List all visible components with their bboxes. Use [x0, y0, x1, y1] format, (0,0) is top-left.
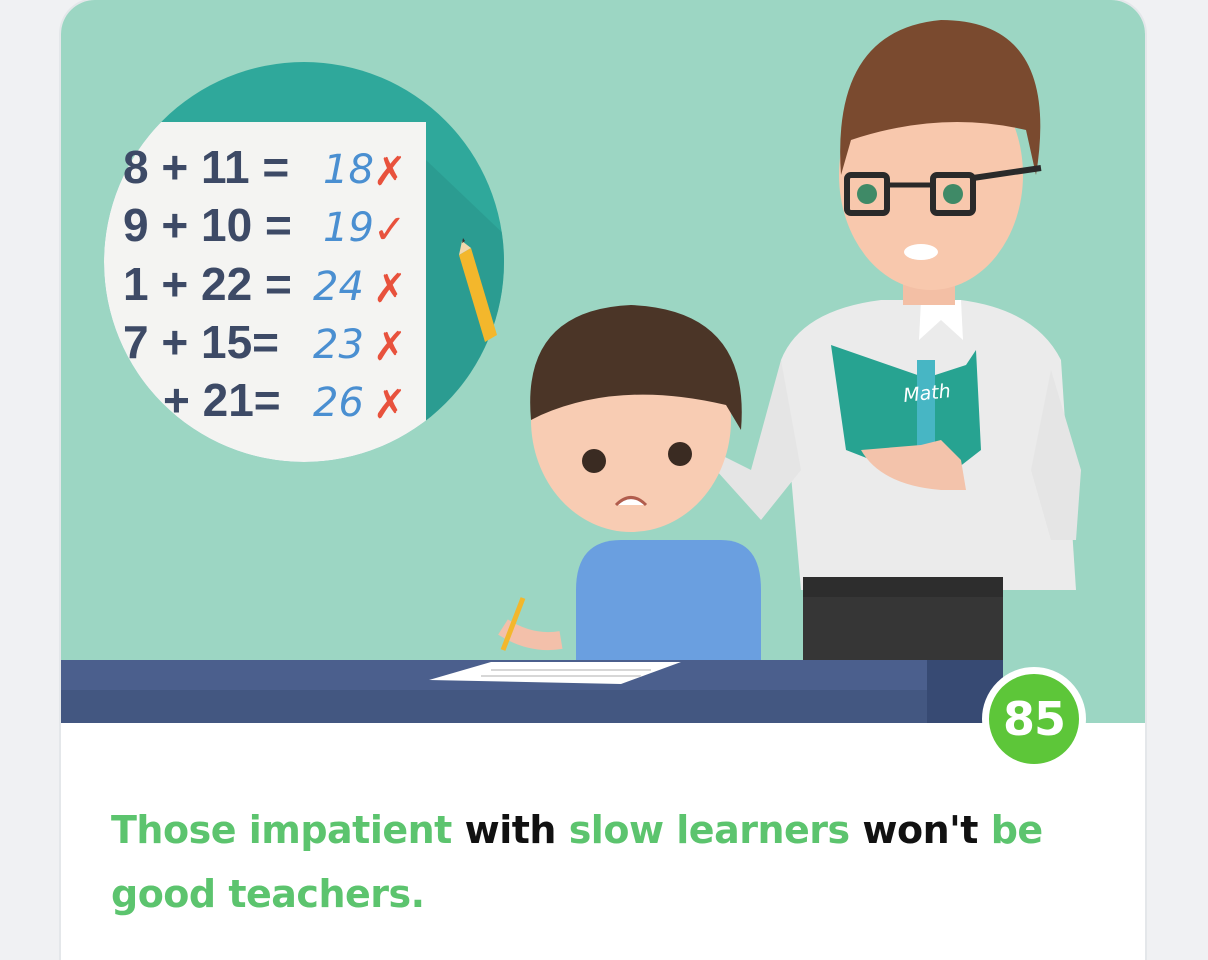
- caption-text: with: [464, 808, 557, 852]
- worksheet-equation: + 21=: [163, 374, 281, 426]
- caption-highlight: Those impatient: [111, 808, 452, 852]
- worksheet-equation: 7 + 15=: [123, 316, 279, 368]
- caption-text: won't: [862, 808, 978, 852]
- worksheet-equation: 1 + 22 =: [123, 258, 292, 310]
- teacher-figure: Math: [701, 20, 1081, 723]
- wrong-mark-icon: ✗: [373, 149, 407, 195]
- worksheet-answer: 26: [313, 380, 364, 426]
- caption-highlight: slow learners: [568, 808, 850, 852]
- teacher-student-illustration: 8 + 11 = 18 ✗ 9 + 10 = 19 ✓ 1 + 22 = 24 …: [61, 0, 1145, 723]
- pencil-icon: [459, 238, 497, 342]
- worksheet-answer: 24: [313, 264, 364, 310]
- statement-caption: Those impatient with slow learners won't…: [111, 798, 1121, 926]
- worksheet-answer: 23: [313, 322, 364, 368]
- worksheet-equation: 9 + 10 =: [123, 199, 292, 251]
- wrong-mark-icon: ✗: [373, 266, 407, 312]
- question-card: 8 + 11 = 18 ✗ 9 + 10 = 19 ✓ 1 + 22 = 24 …: [61, 0, 1145, 960]
- check-mark-icon: ✓: [373, 207, 407, 253]
- wrong-mark-icon: ✗: [373, 382, 407, 428]
- wrong-mark-icon: ✗: [373, 324, 407, 370]
- worksheet-equation: 8 + 11 =: [123, 141, 289, 193]
- book-title: Math: [902, 380, 952, 407]
- score-badge: 85: [982, 667, 1086, 771]
- student-figure: [498, 305, 761, 660]
- worksheet-answer: 18: [323, 147, 374, 193]
- score-value: 85: [1002, 692, 1066, 746]
- desk: [61, 660, 1003, 723]
- caption-highlight: be good teachers.: [111, 808, 1043, 916]
- worksheet-answer: 19: [323, 205, 374, 251]
